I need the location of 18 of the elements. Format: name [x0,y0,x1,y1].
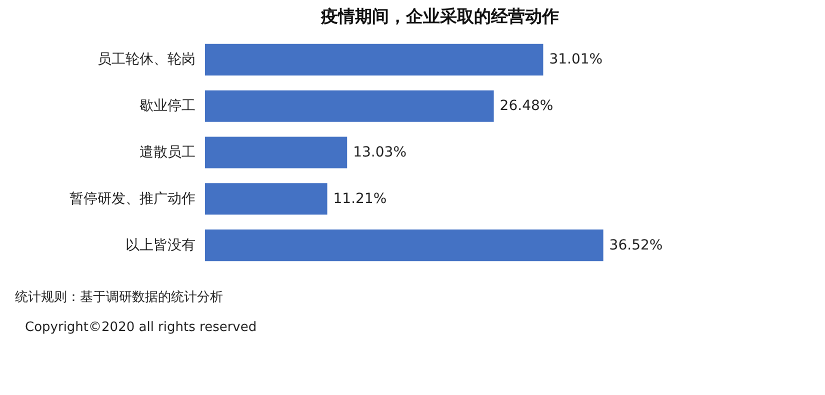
chart-title: 疫情期间，企业采取的经营动作 [320,7,559,27]
bar [205,44,544,76]
y-tick-label: 员工轮休、轮岗 [98,52,196,68]
bar [205,183,328,215]
text: 统计规则：基于调研数据的统计分析 [15,290,223,305]
data-label: 31.01% [549,52,603,68]
bar [205,230,604,262]
data-label: 13.03% [353,144,406,160]
data-label: 26.48% [500,98,554,114]
bar [205,136,348,168]
data-label: 36.52% [609,237,663,254]
text: Copyright©2020 all rights reserved [25,320,257,335]
y-tick-label: 遣散员工 [140,144,196,160]
bar [205,90,494,122]
y-tick-label: 歇业停工 [140,98,196,114]
y-tick-label: 暂停研发、推广动作 [70,190,196,207]
y-tick-label: 以上皆没有 [126,237,196,254]
data-label: 11.21% [333,190,387,207]
